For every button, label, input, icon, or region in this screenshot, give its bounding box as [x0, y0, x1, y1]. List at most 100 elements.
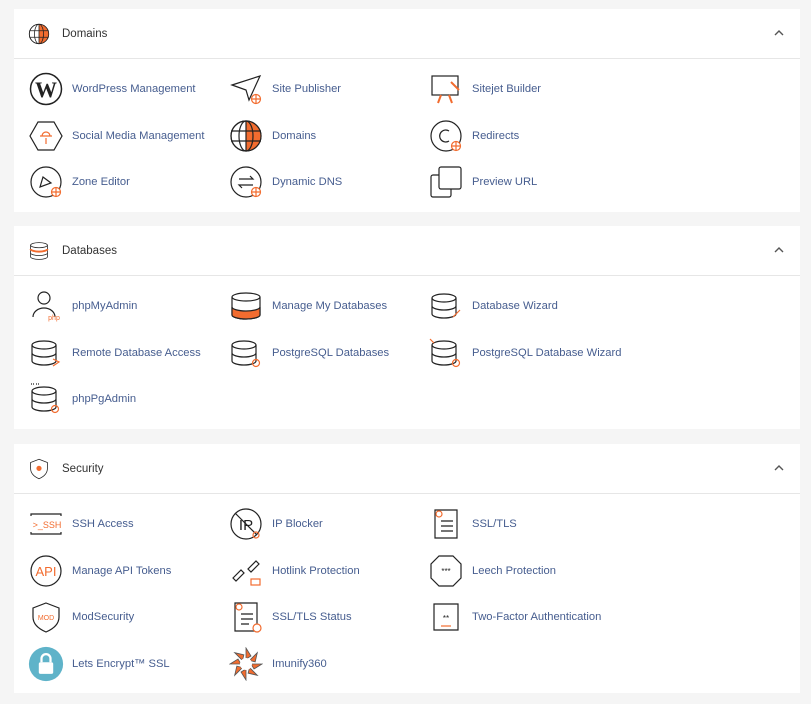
feature-label: Lets Encrypt™ SSL: [72, 657, 170, 670]
feature-link[interactable]: Manage My Databases: [228, 283, 428, 330]
section-items: php phpMyAdmin Manage My Databases Datab…: [14, 276, 800, 429]
arrows-exchange-icon: [228, 164, 264, 200]
two-factor-icon: **: [428, 599, 464, 635]
feature-label: Zone Editor: [72, 176, 130, 189]
feature-link[interactable]: *** Leech Protection: [428, 548, 628, 595]
feature-link[interactable]: W WordPress Management: [28, 66, 228, 113]
feature-label: phpMyAdmin: [72, 300, 138, 313]
feature-label: SSH Access: [72, 518, 134, 531]
svg-text:API: API: [36, 564, 57, 579]
feature-link[interactable]: php phpMyAdmin: [28, 283, 228, 330]
monitor-pen-icon: [428, 71, 464, 107]
phpmyadmin-icon: php: [28, 288, 64, 324]
svg-text:>_SSH: >_SSH: [33, 520, 62, 530]
imunify-icon: [228, 646, 264, 682]
feature-link[interactable]: PostgreSQL Database Wizard: [428, 330, 628, 377]
feature-link[interactable]: SSL/TLS: [428, 501, 628, 548]
database-wand-icon: [428, 288, 464, 324]
svg-text:php: php: [48, 315, 60, 322]
feature-link[interactable]: Sitejet Builder: [428, 66, 628, 113]
feature-link[interactable]: Hotlink Protection: [228, 548, 428, 595]
feature-link[interactable]: Preview URL: [428, 159, 628, 206]
feature-label: SSL/TLS: [472, 518, 517, 531]
feature-link[interactable]: >_SSH SSH Access: [28, 501, 228, 548]
feature-label: Domains: [272, 129, 317, 142]
section-title: Databases: [62, 244, 117, 257]
feature-link[interactable]: PostgreSQL Databases: [228, 330, 428, 377]
feature-label: Two-Factor Authentication: [472, 611, 602, 624]
ssh-terminal-icon: >_SSH: [28, 506, 64, 542]
database-filled-icon: [228, 288, 264, 324]
zone-editor-icon: [28, 164, 64, 200]
letsencrypt-lock-icon: [28, 646, 64, 682]
svg-text:IP: IP: [239, 517, 253, 534]
feature-link[interactable]: Remote Database Access: [28, 330, 228, 377]
feature-link[interactable]: IP IP Blocker: [228, 501, 428, 548]
svg-text:MOD: MOD: [38, 615, 54, 622]
redirect-icon: [428, 118, 464, 154]
database-icon: [28, 240, 50, 262]
feature-link[interactable]: Dynamic DNS: [228, 159, 428, 206]
feature-link[interactable]: Lets Encrypt™ SSL: [28, 641, 228, 688]
feature-link[interactable]: API Manage API Tokens: [28, 548, 228, 595]
feature-link[interactable]: Redirects: [428, 113, 628, 160]
certificate-icon: [428, 506, 464, 542]
chevron-up-icon[interactable]: [772, 461, 786, 475]
feature-label: Manage API Tokens: [72, 564, 172, 577]
social-hexagon-icon: [28, 118, 64, 154]
feature-label: Hotlink Protection: [272, 564, 360, 577]
ip-blocker-icon: IP: [228, 506, 264, 542]
windows-icon: [428, 164, 464, 200]
feature-link[interactable]: Domains: [228, 113, 428, 160]
feature-label: Remote Database Access: [72, 346, 201, 359]
database-phppgadmin-icon: [28, 381, 64, 417]
feature-label: IP Blocker: [272, 518, 323, 531]
feature-link[interactable]: MOD ModSecurity: [28, 594, 228, 641]
feature-link[interactable]: SSL/TLS Status: [228, 594, 428, 641]
section-domains: Domains W WordPress Management Site Publ…: [14, 9, 800, 212]
certificate-status-icon: [228, 599, 264, 635]
feature-label: Imunify360: [272, 657, 327, 670]
broken-link-icon: [228, 553, 264, 589]
api-icon: API: [28, 553, 64, 589]
mod-shield-icon: MOD: [28, 599, 64, 635]
feature-link[interactable]: phpPgAdmin: [28, 376, 228, 423]
feature-label: phpPgAdmin: [72, 393, 137, 406]
feature-link[interactable]: Database Wizard: [428, 283, 628, 330]
shield-icon: [28, 458, 50, 480]
feature-link[interactable]: Imunify360: [228, 641, 428, 688]
feature-link[interactable]: Zone Editor: [28, 159, 228, 206]
feature-label: Social Media Management: [72, 129, 205, 142]
section-items: W WordPress Management Site Publisher Si…: [14, 59, 800, 212]
paper-plane-icon: [228, 71, 264, 107]
feature-link[interactable]: Social Media Management: [28, 113, 228, 160]
feature-label: ModSecurity: [72, 611, 135, 624]
feature-link[interactable]: Site Publisher: [228, 66, 428, 113]
globe-icon: [228, 118, 264, 154]
feature-label: PostgreSQL Database Wizard: [472, 346, 622, 359]
feature-label: Leech Protection: [472, 564, 556, 577]
svg-text:**: **: [443, 614, 449, 623]
section-security: Security >_SSH SSH Access IP IP Blocker …: [14, 444, 800, 693]
leech-octagon-icon: ***: [428, 553, 464, 589]
feature-link[interactable]: ** Two-Factor Authentication: [428, 594, 628, 641]
section-header[interactable]: Security: [14, 444, 800, 494]
svg-text:***: ***: [441, 567, 450, 576]
section-header[interactable]: Databases: [14, 226, 800, 276]
svg-text:W: W: [35, 77, 57, 102]
chevron-up-icon[interactable]: [772, 243, 786, 257]
feature-label: Dynamic DNS: [272, 176, 343, 189]
feature-label: Preview URL: [472, 176, 538, 189]
database-postgres-wizard-icon: [428, 335, 464, 371]
database-postgres-icon: [228, 335, 264, 371]
section-header[interactable]: Domains: [14, 9, 800, 59]
chevron-up-icon[interactable]: [772, 26, 786, 40]
wordpress-icon: W: [28, 71, 64, 107]
section-items: >_SSH SSH Access IP IP Blocker SSL/TLS A…: [14, 494, 800, 693]
feature-label: Site Publisher: [272, 83, 342, 96]
section-title: Domains: [62, 27, 108, 40]
section-databases: Databases php phpMyAdmin Manage My Datab…: [14, 226, 800, 429]
globe-icon: [28, 23, 50, 45]
feature-label: Redirects: [472, 129, 520, 142]
database-remote-icon: [28, 335, 64, 371]
